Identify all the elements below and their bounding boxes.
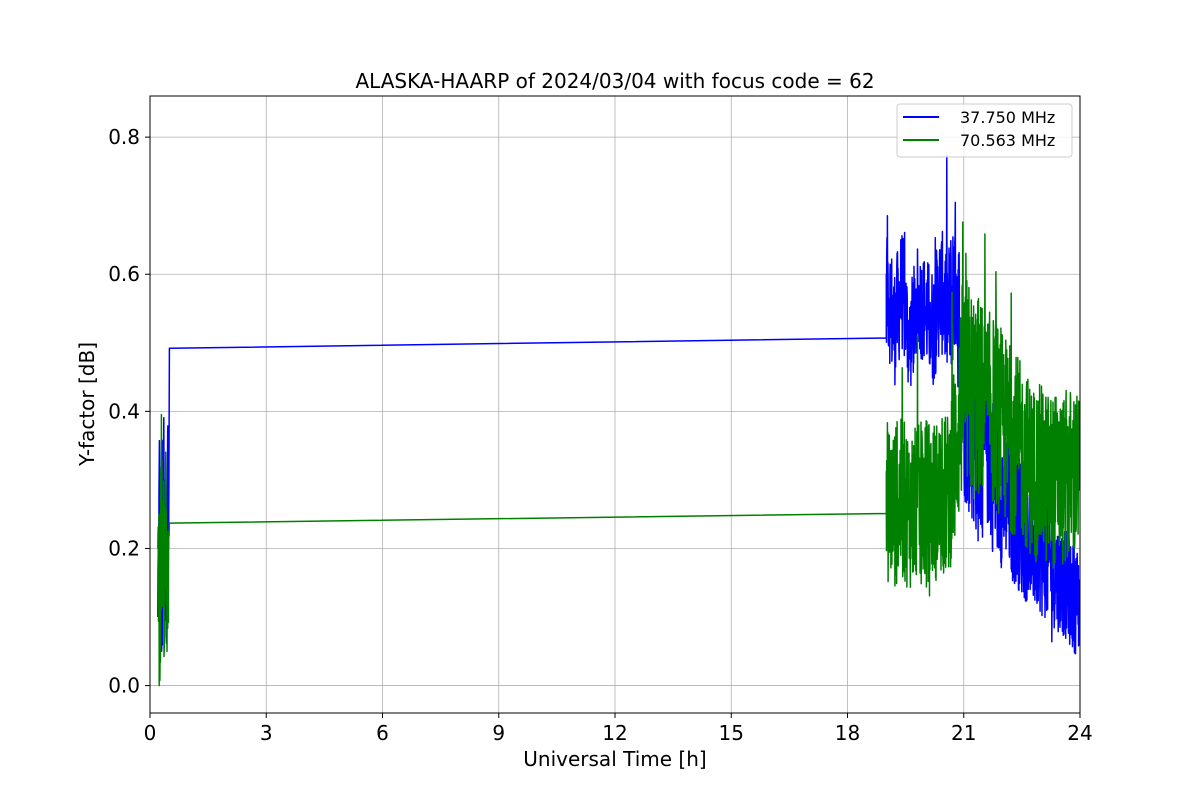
x-tick-label: 9 — [492, 721, 505, 745]
plot-area — [157, 154, 1080, 687]
y-axis-label: Y-factor [dB] — [75, 342, 99, 467]
grid — [149, 96, 1081, 713]
x-axis-label: Universal Time [h] — [523, 747, 706, 771]
x-tick-label: 12 — [602, 721, 627, 745]
x-tick-label: 24 — [1067, 721, 1092, 745]
x-tick-label: 6 — [376, 721, 389, 745]
legend-frame — [896, 103, 1073, 158]
y-tick-label: 0.8 — [108, 125, 140, 149]
x-tick-label: 0 — [144, 721, 157, 745]
legend-label-37750: 37.750 MHz — [960, 108, 1055, 127]
y-tick-label: 0.4 — [108, 399, 140, 423]
legend: 37.750 MHz 70.563 MHz — [896, 103, 1073, 158]
x-tick-label: 15 — [719, 721, 744, 745]
y-axis: 0.0 0.2 0.4 0.6 0.8 — [108, 125, 150, 698]
series-line-1 — [157, 221, 1080, 687]
x-tick-label: 3 — [260, 721, 273, 745]
y-tick-label: 0.0 — [108, 674, 140, 698]
x-tick-label: 21 — [951, 721, 976, 745]
chart-title: ALASKA-HAARP of 2024/03/04 with focus co… — [355, 69, 874, 93]
y-tick-label: 0.2 — [108, 536, 140, 560]
x-tick-label: 18 — [835, 721, 860, 745]
series-line-0 — [157, 154, 1080, 655]
x-axis: 0 3 6 9 12 15 18 21 24 — [144, 713, 1093, 745]
y-tick-label: 0.6 — [108, 262, 140, 286]
legend-label-70563: 70.563 MHz — [960, 131, 1055, 150]
